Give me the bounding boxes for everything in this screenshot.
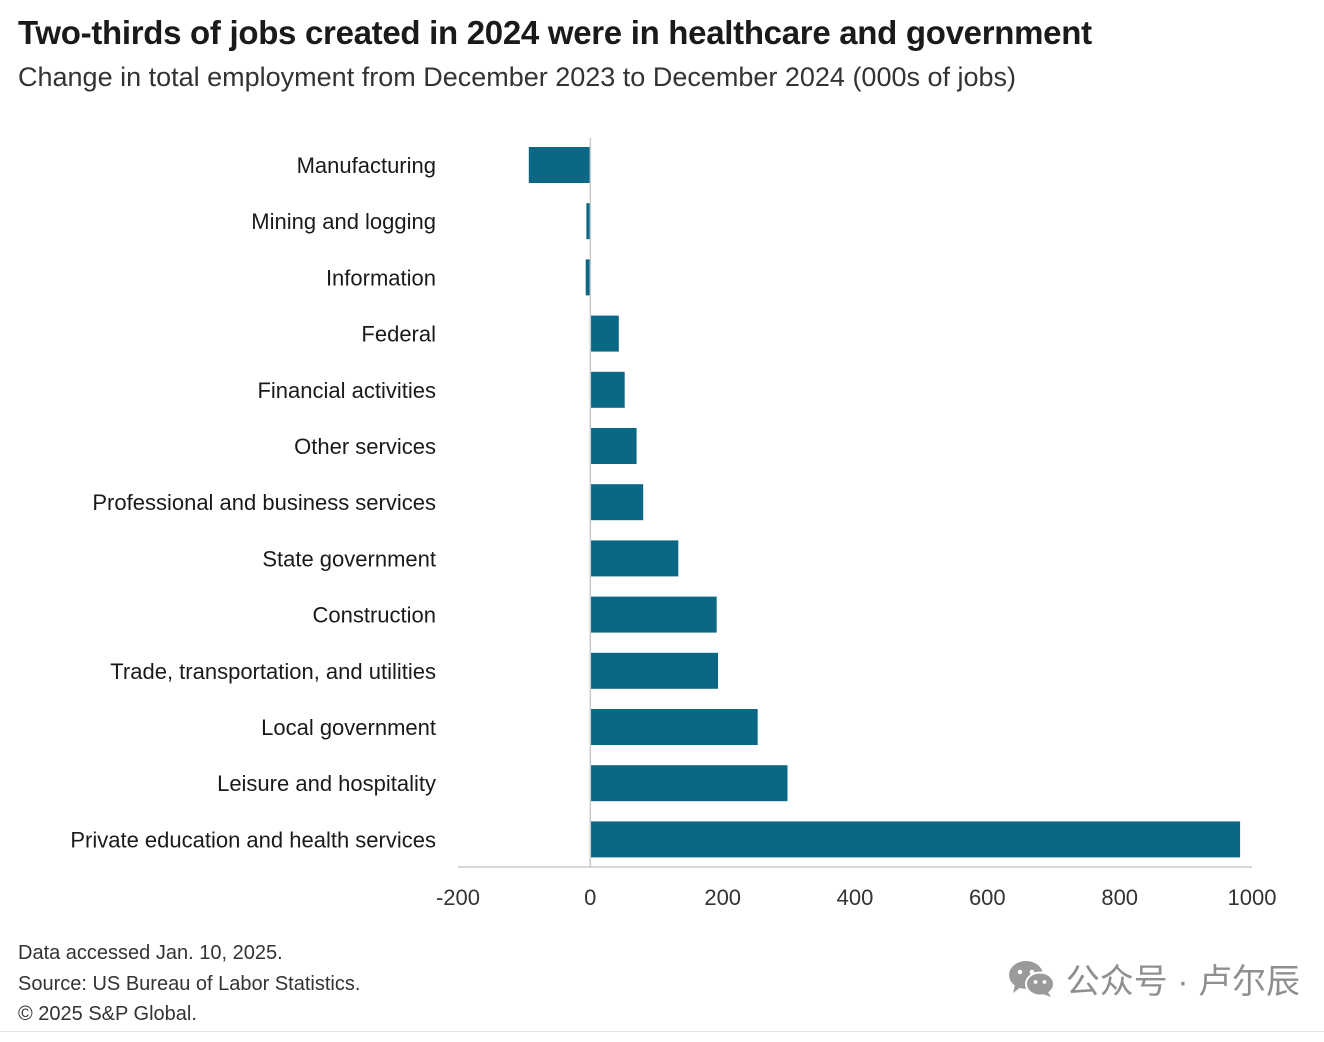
bar	[590, 652, 718, 689]
category-label: Construction	[312, 603, 436, 628]
category-label: Leisure and hospitality	[217, 771, 436, 796]
category-label: Local government	[261, 715, 436, 740]
bar	[590, 596, 717, 633]
watermark: 公众号 · 卢尔辰	[1006, 955, 1300, 1001]
category-label: State government	[262, 546, 436, 571]
x-tick-label: 800	[1101, 885, 1138, 910]
bar	[528, 147, 591, 183]
bar	[590, 371, 625, 408]
bar	[586, 203, 591, 240]
footer-source: Source: US Bureau of Labor Statistics.	[18, 973, 361, 995]
category-label: Federal	[361, 322, 436, 347]
footer-accessed: Data accessed Jan. 10, 2025.	[18, 942, 283, 964]
category-label: Professional and business services	[92, 490, 436, 515]
wechat-icon	[1008, 961, 1055, 997]
footer-copyright: © 2025 S&P Global.	[18, 1003, 197, 1025]
chart-subtitle: Change in total employment from December…	[18, 62, 1017, 92]
watermark-text: 公众号 · 卢尔辰	[1065, 962, 1300, 1001]
x-tick-label: 400	[837, 885, 874, 910]
bar	[590, 484, 644, 521]
x-tick-label: 1000	[1228, 885, 1277, 910]
x-tick-label: 200	[704, 885, 741, 910]
category-label: Manufacturing	[297, 153, 436, 178]
category-label: Private education and health services	[70, 827, 436, 852]
bar	[590, 315, 619, 352]
bar	[590, 540, 679, 577]
bar	[590, 709, 758, 745]
chart-title: Two-thirds of jobs created in 2024 were …	[18, 14, 1092, 51]
x-tick-label: -200	[436, 885, 480, 910]
bottom-divider	[0, 1031, 1324, 1032]
x-tick-label: 600	[969, 885, 1006, 910]
category-label: Mining and logging	[251, 209, 436, 234]
bar	[590, 765, 788, 802]
category-label: Other services	[294, 434, 436, 459]
bar	[590, 428, 637, 464]
category-label: Trade, transportation, and utilities	[110, 659, 436, 684]
x-tick-label: 0	[584, 885, 596, 910]
category-label: Financial activities	[257, 378, 436, 403]
bar	[585, 259, 591, 296]
category-label: Information	[326, 265, 436, 290]
bar-chart: Manufacturing Mining and logging Informati…	[70, 138, 1277, 910]
bar	[590, 821, 1241, 858]
